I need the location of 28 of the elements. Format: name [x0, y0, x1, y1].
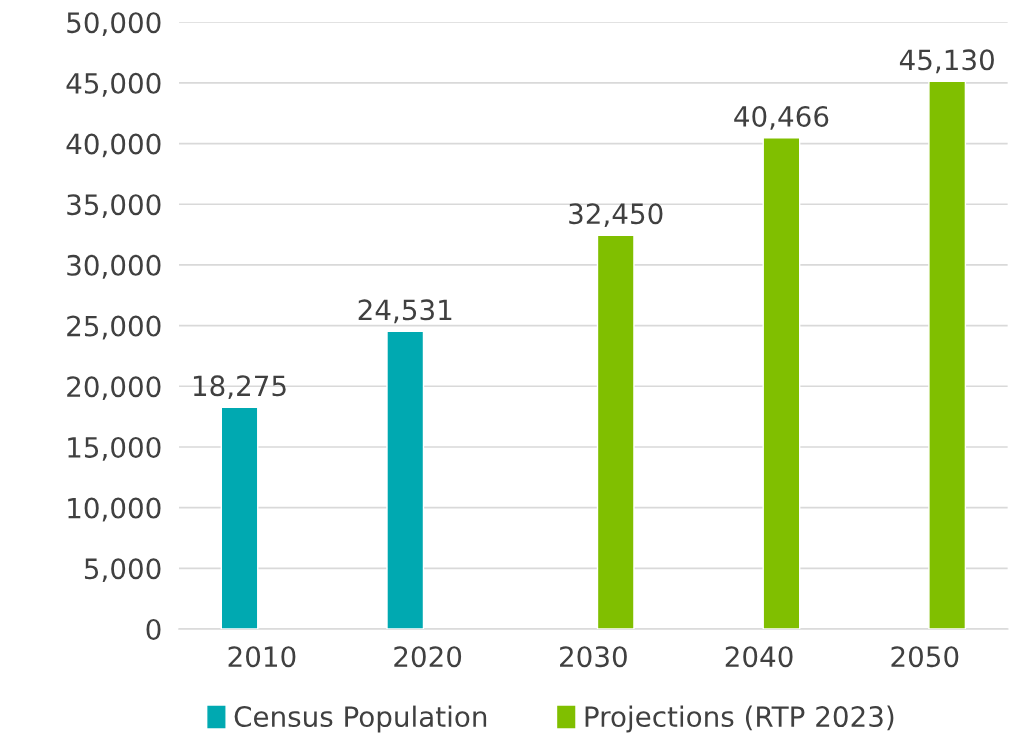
y-tick-label: 0 [146, 618, 161, 640]
x-tick-label: 2020 [394, 646, 462, 668]
text: 18,275 [193, 375, 286, 400]
y-tick-label: 15,000 [68, 436, 161, 461]
x-tick-label: 2030 [560, 646, 627, 668]
text: 24,531 [358, 299, 452, 324]
y-tick-label: 20,000 [67, 376, 161, 401]
x-tick-label: 2050 [891, 646, 959, 668]
y-tick-label: 10,000 [68, 497, 161, 522]
y-tick-label: 45,000 [66, 72, 161, 97]
bar [762, 137, 801, 629]
y-tick-label: 25,000 [67, 315, 161, 340]
x-tick-label: 2040 [725, 646, 793, 668]
y-tick-label: 30,000 [67, 254, 161, 279]
bar [386, 330, 425, 629]
text: 40,466 [734, 105, 829, 130]
y-tick-label: 35,000 [67, 194, 161, 219]
bar [596, 234, 635, 629]
text: 32,450 [569, 203, 663, 228]
bar [928, 80, 967, 629]
y-tick-label: 5,000 [84, 558, 161, 583]
y-tick-label: 50,000 [67, 12, 161, 36]
x-tick-label: 2010 [228, 646, 296, 668]
text: 45,130 [899, 49, 994, 74]
legend-label: Census Population [234, 705, 487, 733]
legend-label: Projections (RTP 2023) [585, 705, 894, 733]
bar [220, 406, 259, 629]
y-tick-label: 40,000 [66, 133, 161, 158]
